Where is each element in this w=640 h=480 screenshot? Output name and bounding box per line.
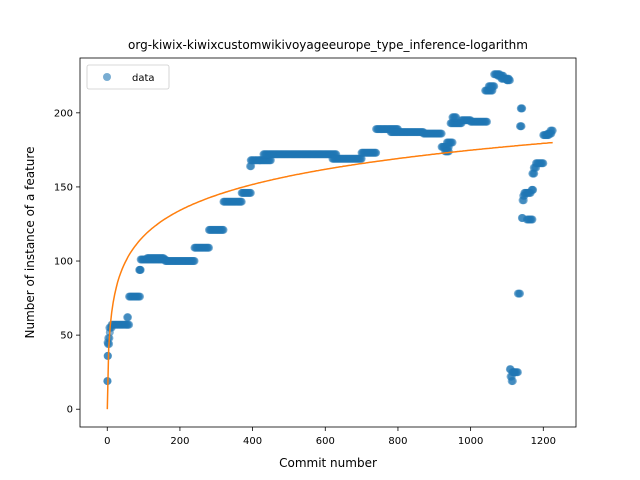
data-point bbox=[517, 122, 526, 131]
data-point bbox=[510, 368, 519, 377]
x-tick-label: 200 bbox=[170, 436, 189, 447]
data-point bbox=[437, 129, 446, 138]
y-tick-label: 100 bbox=[54, 257, 73, 268]
legend: data bbox=[86, 64, 170, 90]
chart-title: org-kiwix-kiwixcustomwikivoyageeurope_ty… bbox=[128, 38, 528, 52]
y-tick-label: 150 bbox=[54, 182, 73, 193]
data-point bbox=[528, 215, 537, 224]
data-point bbox=[518, 104, 527, 113]
data-point bbox=[444, 147, 453, 156]
scatter-points bbox=[103, 70, 557, 386]
data-point bbox=[190, 257, 199, 265]
data-point bbox=[372, 148, 381, 157]
data-point bbox=[136, 292, 144, 301]
x-tick-label: 400 bbox=[243, 436, 262, 447]
y-tick-label: 0 bbox=[67, 405, 73, 416]
fit-curve bbox=[106, 141, 553, 410]
data-point bbox=[357, 154, 366, 163]
data-point bbox=[508, 377, 517, 386]
y-tick-label: 50 bbox=[60, 331, 73, 342]
data-point bbox=[539, 159, 548, 168]
y-axis-ticks: 0 50 100 150 200 bbox=[54, 108, 80, 416]
data-point bbox=[529, 185, 538, 194]
legend-box bbox=[86, 64, 170, 90]
data-point bbox=[219, 225, 228, 234]
y-tick-label: 200 bbox=[54, 108, 73, 119]
x-tick-label: 800 bbox=[388, 436, 407, 447]
data-point bbox=[237, 197, 246, 206]
y-axis-label: Number of instance of a feature bbox=[23, 147, 37, 339]
x-tick-label: 0 bbox=[104, 436, 110, 447]
data-point bbox=[503, 76, 511, 85]
data-point bbox=[516, 289, 524, 298]
x-axis-label: Commit number bbox=[279, 456, 377, 470]
legend-marker bbox=[103, 73, 111, 81]
data-point bbox=[125, 320, 134, 329]
plot-area bbox=[79, 57, 577, 428]
data-point bbox=[548, 126, 557, 135]
data-point bbox=[246, 188, 255, 197]
x-axis-ticks: 0 200 400 600 800 1000 1200 bbox=[104, 427, 556, 447]
data-point bbox=[103, 338, 112, 347]
data-point bbox=[490, 82, 499, 91]
x-tick-label: 1200 bbox=[531, 436, 556, 447]
data-point bbox=[266, 156, 275, 165]
data-point bbox=[205, 243, 213, 252]
data-point bbox=[136, 265, 144, 274]
x-tick-label: 1000 bbox=[458, 436, 483, 447]
data-point bbox=[483, 117, 491, 126]
x-tick-label: 600 bbox=[316, 436, 335, 447]
data-point bbox=[448, 138, 457, 147]
legend-label: data bbox=[132, 73, 155, 84]
data-point bbox=[124, 313, 132, 322]
